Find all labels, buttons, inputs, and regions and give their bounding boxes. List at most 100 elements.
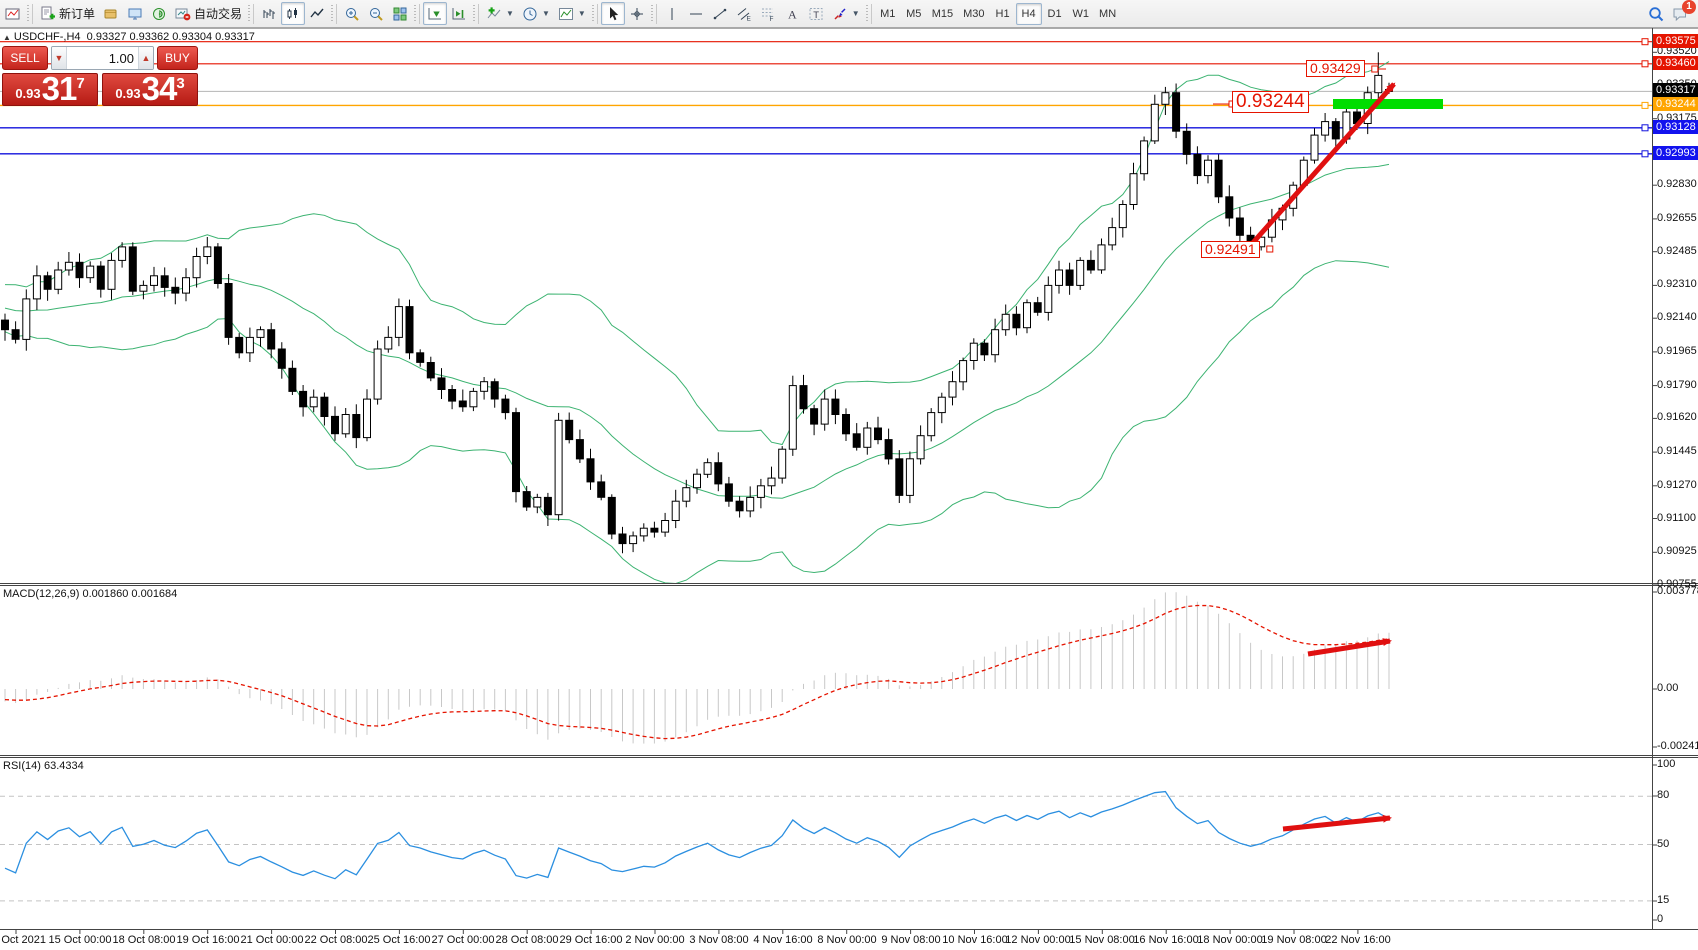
timeframe-w1-button[interactable]: W1	[1068, 3, 1095, 25]
chevron-down-icon: ▼	[851, 9, 860, 18]
window-icon[interactable]	[1, 2, 25, 25]
search-icon	[1649, 6, 1664, 21]
price-tick: 0.91100	[1657, 512, 1696, 524]
timeframe-m30-button[interactable]: M30	[958, 3, 989, 25]
indicators-button[interactable]: ▼	[482, 2, 518, 25]
vertical-line-button[interactable]	[660, 2, 684, 25]
date-tick: 2 Nov 00:00	[625, 934, 685, 946]
date-tick: 19 Oct 16:00	[176, 934, 240, 946]
search-button[interactable]	[1644, 2, 1668, 25]
text-label-button[interactable]: T	[804, 2, 828, 25]
date-tick: 22 Nov 16:00	[1325, 934, 1391, 946]
candlestick-chart-button[interactable]	[281, 2, 306, 25]
line-chart-button[interactable]	[305, 2, 329, 25]
buy-button[interactable]: BUY	[157, 46, 198, 70]
toolbar-separator	[649, 3, 657, 24]
rsi-line	[4, 790, 1390, 880]
fibonacci-button[interactable]: F	[756, 2, 780, 25]
date-tick: 4 Nov 16:00	[753, 934, 813, 946]
toolbar: 新订单 自动交易 ▼ ▼ ▼ E F A T ▼ M1 M5 M15 M30 H1 H4 D1 W1 MN 1	[0, 0, 1698, 28]
price-level-badge: 0.93460	[1653, 56, 1698, 70]
date-tick: 18 Nov 00:00	[1197, 934, 1263, 946]
timeframe-m15-button[interactable]: M15	[927, 3, 958, 25]
new-order-icon	[41, 6, 55, 19]
new-order-button[interactable]: 新订单	[36, 2, 99, 25]
text-t-icon: T	[809, 7, 823, 20]
date-tick: 14 Oct 2021	[0, 934, 46, 946]
toolbar-separator	[590, 3, 598, 24]
volume-increase-button[interactable]: ▲	[138, 47, 153, 69]
macd-indicator	[4, 592, 1390, 744]
auto-trading-button[interactable]: 自动交易	[171, 2, 246, 25]
bar-chart-button[interactable]	[257, 2, 281, 25]
panel-collapse-arrow[interactable]: ▲	[3, 33, 11, 42]
templates-button[interactable]: ▼	[554, 2, 590, 25]
rsi-tick: 80	[1657, 789, 1670, 801]
volume-input[interactable]	[67, 47, 138, 69]
date-tick: 8 Nov 00:00	[817, 934, 877, 946]
price-tick: 0.90925	[1657, 545, 1697, 557]
date-tick: 16 Nov 16:00	[1133, 934, 1199, 946]
market-watch-button[interactable]	[99, 2, 123, 25]
timeframe-h1-button[interactable]: H1	[990, 3, 1016, 25]
svg-text:A: A	[788, 7, 797, 21]
cursor-button[interactable]	[600, 2, 625, 25]
periods-button[interactable]: ▼	[518, 2, 554, 25]
trend-arrow-1[interactable]	[1248, 82, 1396, 248]
cursor-icon	[609, 6, 618, 20]
data-window-button[interactable]	[123, 2, 147, 25]
chart-frag-icon	[5, 8, 20, 19]
toolbar-separator	[247, 3, 255, 24]
zoom-in-button[interactable]	[340, 2, 364, 25]
chart-shift-button[interactable]	[447, 2, 471, 25]
toolbar-separator	[330, 3, 338, 24]
macd-tick: -0.002419	[1657, 740, 1698, 752]
timeframe-mn-button[interactable]: MN	[1094, 3, 1121, 25]
price-annotation-3[interactable]: 0.92491	[1201, 241, 1260, 258]
equidistant-channel-button[interactable]: E	[732, 2, 756, 25]
crosshair-button[interactable]	[625, 2, 649, 25]
notifications-button[interactable]: 1	[1668, 0, 1696, 25]
channel-icon: E	[737, 7, 751, 22]
timeframe-m5-button[interactable]: M5	[901, 3, 927, 25]
rsi-tick: 15	[1657, 894, 1670, 906]
price-level-badge: 0.92993	[1653, 146, 1698, 160]
tile-windows-button[interactable]	[388, 2, 412, 25]
price-tick: 0.91445	[1657, 445, 1697, 457]
arrows-button[interactable]: ▼	[828, 2, 864, 25]
volume-decrease-button[interactable]: ▼	[52, 47, 67, 69]
bollinger-bands	[4, 61, 1390, 583]
zoom-out-button[interactable]	[364, 2, 388, 25]
macd-tick: 0.00	[1657, 682, 1679, 694]
autoscroll-icon	[428, 7, 442, 19]
zoom-in-icon	[346, 7, 359, 21]
auto-scroll-button[interactable]	[423, 2, 448, 25]
sell-button[interactable]: SELL	[2, 46, 48, 70]
hline-icon	[689, 13, 702, 14]
timeframe-d1-button[interactable]: D1	[1042, 3, 1068, 25]
trendline-icon	[713, 8, 727, 19]
bars-icon	[263, 8, 276, 19]
date-tick: 22 Oct 08:00	[304, 934, 368, 946]
trendline-button[interactable]	[708, 2, 732, 25]
vline-icon	[671, 7, 673, 20]
price-annotation-1[interactable]: 0.93429	[1306, 60, 1365, 77]
chart-title: ▲ USDCHF-,H4 0.93327 0.93362 0.93304 0.93…	[3, 31, 255, 43]
price-level-badge: 0.93575	[1653, 34, 1698, 48]
buy-price[interactable]: 0.93 34 3	[102, 72, 198, 106]
green-highlight-bar[interactable]	[1333, 99, 1443, 109]
timeframe-h4-button[interactable]: H4	[1015, 2, 1042, 25]
price-level-badge: 0.93128	[1653, 120, 1698, 134]
trend-arrow-2[interactable]	[1307, 638, 1392, 657]
trend-arrow-3[interactable]	[1282, 814, 1392, 832]
text-button[interactable]: A	[780, 2, 804, 25]
date-tick: 28 Oct 08:00	[495, 934, 559, 946]
strategy-tester-button[interactable]	[147, 2, 171, 25]
price-tick: 0.92830	[1657, 178, 1697, 190]
timeframe-m1-button[interactable]: M1	[875, 3, 901, 25]
horizontal-line-button[interactable]	[684, 2, 708, 25]
price-annotation-2[interactable]: 0.93244	[1232, 91, 1309, 113]
sell-price[interactable]: 0.93 31 7	[2, 72, 98, 106]
gold-box-icon	[104, 9, 117, 18]
